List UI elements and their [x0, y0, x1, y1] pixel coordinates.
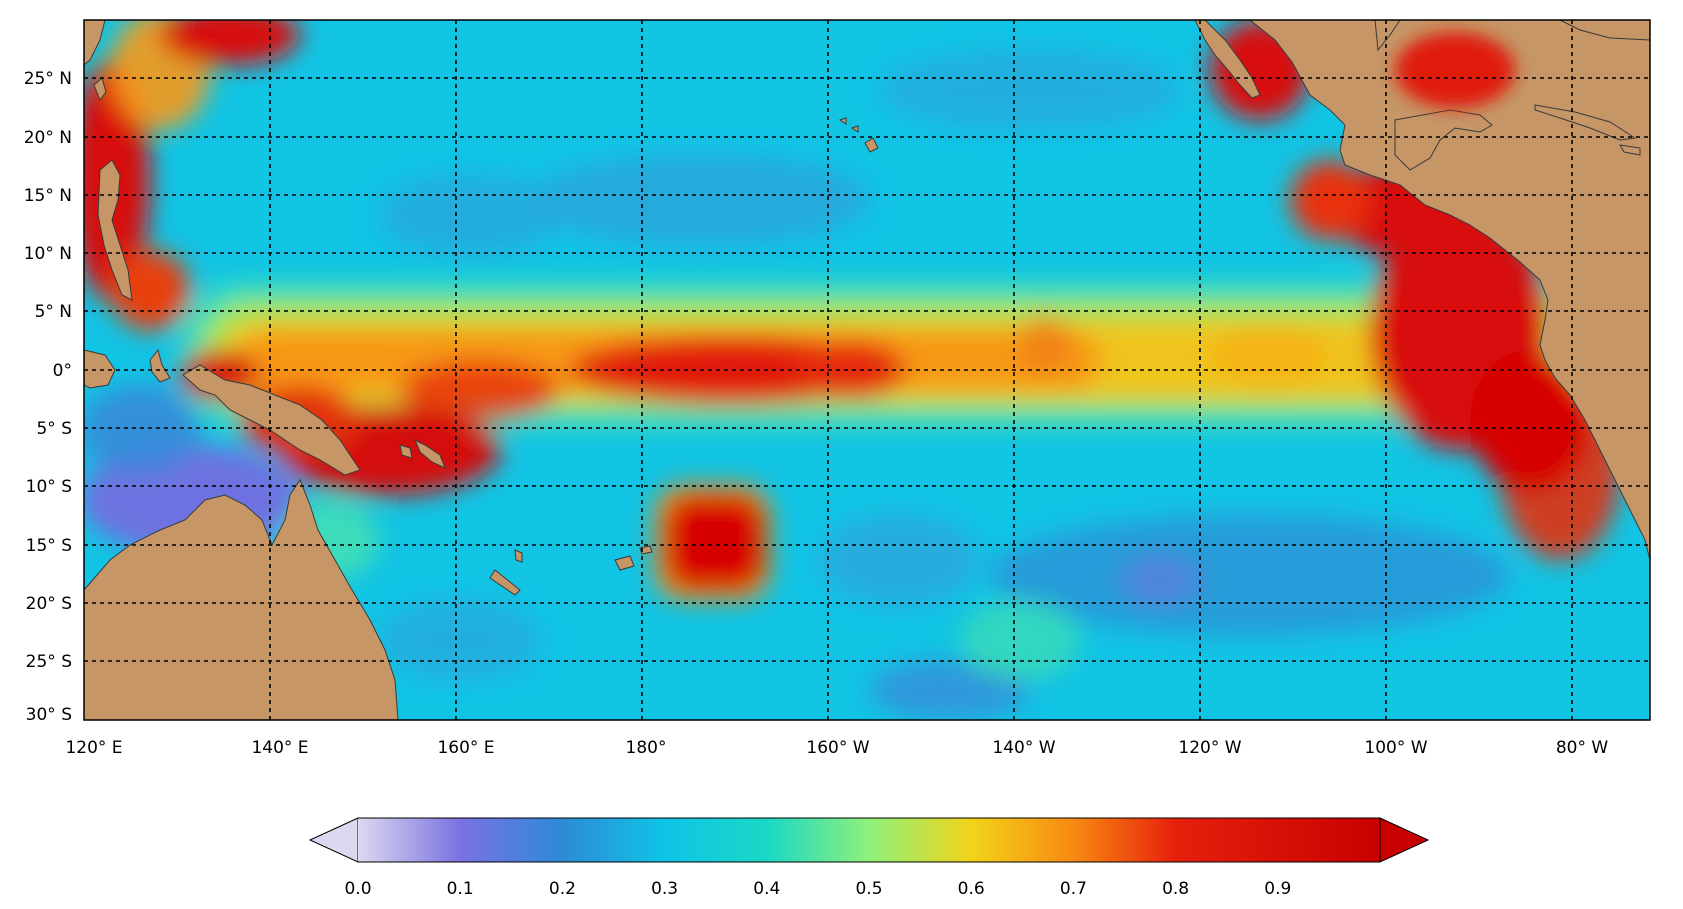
colorbar-extend-high: [1379, 817, 1430, 863]
lat-tick: 10° S: [26, 477, 72, 497]
lat-tick: 10° N: [24, 244, 72, 264]
colorbar-tick-label: 0.7: [1060, 879, 1087, 899]
lat-tick: 20° N: [24, 128, 72, 148]
lon-ticks: 120° E 140° E 160° E 180° 160° W 140° W …: [65, 738, 1608, 758]
lat-tick: 25° N: [24, 69, 72, 89]
yucatan-land: [1394, 109, 1493, 171]
colorbar-tick-label: 0.2: [549, 879, 576, 899]
baja-land: [1194, 20, 1261, 99]
colorbar-gradient: [358, 818, 1380, 862]
borneo-land: [84, 349, 116, 389]
colorbar-tick-label: 0.9: [1264, 879, 1291, 899]
lon-tick: 80° W: [1556, 738, 1609, 758]
colorbar-tick-label: 0.4: [753, 879, 780, 899]
lon-tick: 160° W: [806, 738, 869, 758]
lon-tick: 120° E: [65, 738, 122, 758]
north-america-land: [1374, 20, 1401, 52]
colorbar-tick-label: 0.6: [958, 879, 985, 899]
map-frame: [83, 19, 1651, 721]
lon-tick: 140° E: [251, 738, 308, 758]
lon-tick: 140° W: [992, 738, 1055, 758]
colorbar-ticks: 0.0 0.1 0.2 0.3 0.4 0.5 0.6 0.7 0.8 0.9: [344, 879, 1291, 899]
lat-tick: 5° S: [36, 419, 72, 439]
lat-tick: 15° S: [26, 536, 72, 556]
lat-tick: 15° N: [24, 186, 72, 206]
colorbar-tick-label: 0.1: [447, 879, 474, 899]
lat-tick: 20° S: [26, 594, 72, 614]
philippines-land: [97, 159, 133, 301]
lat-tick: 25° S: [26, 652, 72, 672]
colorbar-tick-label: 0.3: [651, 879, 678, 899]
lat-tick: 5° N: [35, 302, 72, 322]
lat-tick: 30° S: [26, 705, 72, 725]
lon-tick: 100° W: [1364, 738, 1427, 758]
new-guinea-land: [182, 364, 361, 476]
colorbar-tick-label: 0.5: [855, 879, 882, 899]
colorbar-tick-label: 0.8: [1162, 879, 1189, 899]
asia-land: [84, 20, 106, 66]
colorbar-extend-low: [308, 817, 359, 863]
lat-tick: 0°: [53, 361, 72, 381]
field-blobs: [84, 20, 1650, 720]
lon-tick: 180°: [626, 738, 667, 758]
australia-land: [84, 478, 399, 720]
colorbar-tick-label: 0.0: [344, 879, 371, 899]
lon-tick: 160° E: [437, 738, 494, 758]
lon-tick: 120° W: [1178, 738, 1241, 758]
colorbar: 0.0 0.1 0.2 0.3 0.4 0.5 0.6 0.7 0.8 0.9: [308, 817, 1430, 899]
sulawesi-land: [149, 348, 171, 383]
data-field: [84, 20, 1650, 720]
cuba-land: [1534, 104, 1637, 141]
gridlines: [84, 20, 1650, 720]
taiwan-land: [93, 77, 107, 102]
lat-ticks: 25° N 20° N 15° N 10° N 5° N 0° 5° S 10°…: [24, 69, 72, 725]
